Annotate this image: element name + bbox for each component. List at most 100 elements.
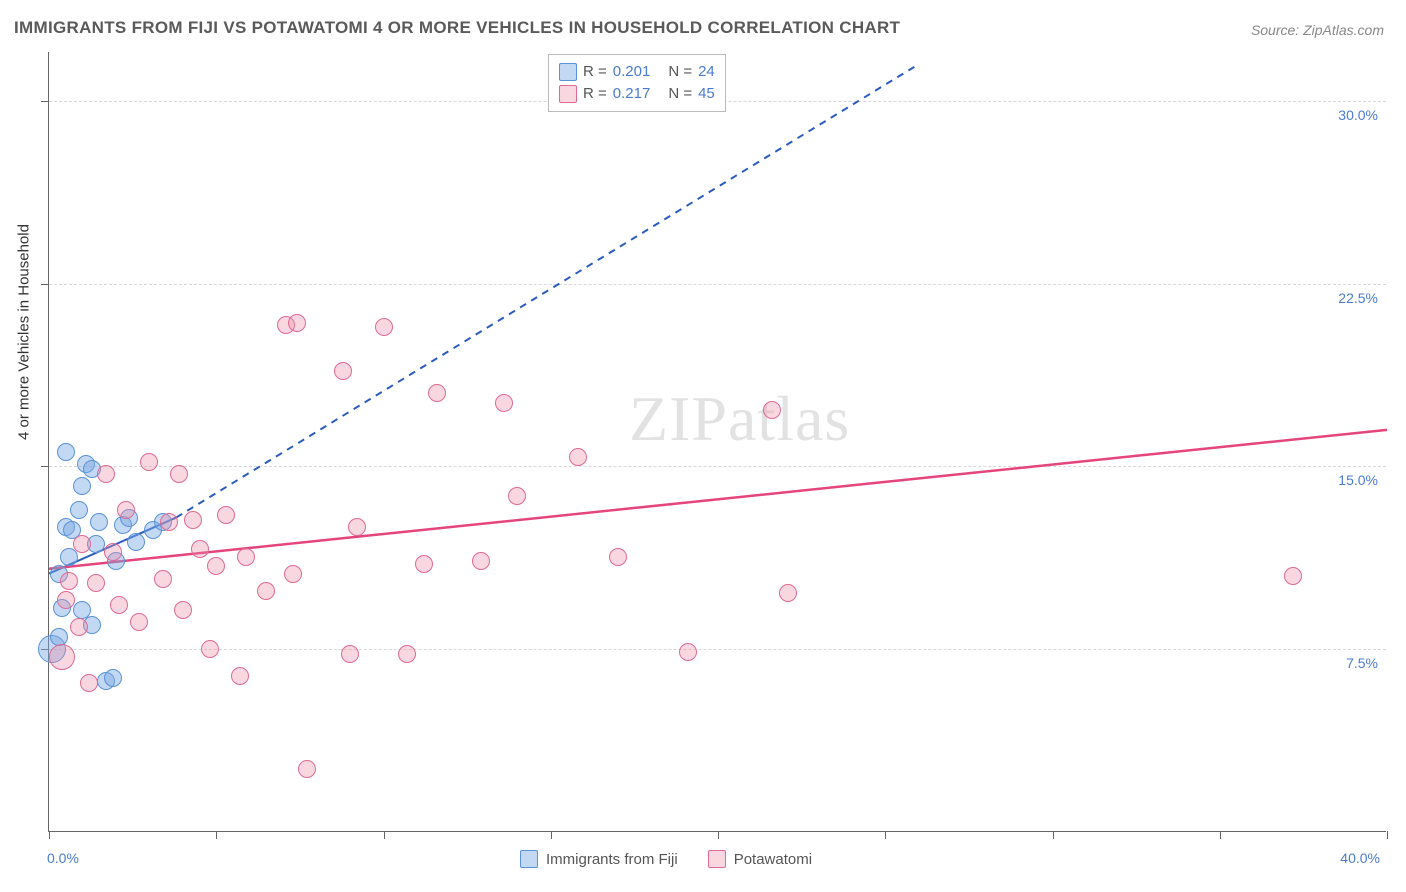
- legend-series: Immigrants from Fiji Potawatomi: [520, 850, 812, 868]
- data-point: [609, 548, 627, 566]
- data-point: [154, 570, 172, 588]
- gridline: [49, 649, 1386, 650]
- data-point: [415, 555, 433, 573]
- data-point: [87, 574, 105, 592]
- gridline: [49, 466, 1386, 467]
- x-tick: [718, 831, 719, 839]
- data-point: [160, 513, 178, 531]
- data-point: [117, 501, 135, 519]
- data-point: [49, 644, 75, 670]
- data-point: [495, 394, 513, 412]
- legend-r-label: R =: [583, 83, 607, 105]
- y-axis-label: 7.5%: [1346, 655, 1378, 671]
- data-point: [90, 513, 108, 531]
- source-prefix: Source:: [1251, 22, 1299, 38]
- data-point: [763, 401, 781, 419]
- legend-swatch: [520, 850, 538, 868]
- x-axis-label: 0.0%: [47, 850, 79, 866]
- data-point: [779, 584, 797, 602]
- data-point: [97, 465, 115, 483]
- y-axis-label: 22.5%: [1338, 290, 1378, 306]
- data-point: [237, 548, 255, 566]
- legend-n-label: N =: [668, 83, 692, 105]
- data-point: [73, 535, 91, 553]
- x-tick: [1387, 831, 1388, 839]
- legend-r-value: 0.217: [613, 83, 651, 105]
- data-point: [57, 591, 75, 609]
- data-point: [70, 501, 88, 519]
- y-tick: [41, 284, 49, 285]
- data-point: [508, 487, 526, 505]
- x-tick: [1053, 831, 1054, 839]
- data-point: [127, 533, 145, 551]
- data-point: [60, 572, 78, 590]
- data-point: [284, 565, 302, 583]
- data-point: [334, 362, 352, 380]
- x-tick: [49, 831, 50, 839]
- data-point: [257, 582, 275, 600]
- data-point: [80, 674, 98, 692]
- data-point: [104, 543, 122, 561]
- legend-swatch: [559, 85, 577, 103]
- data-point: [679, 643, 697, 661]
- x-tick: [551, 831, 552, 839]
- x-tick: [384, 831, 385, 839]
- data-point: [184, 511, 202, 529]
- data-point: [341, 645, 359, 663]
- data-point: [174, 601, 192, 619]
- x-tick: [1220, 831, 1221, 839]
- legend-correlation-box: R = 0.201 N = 24 R = 0.217 N = 45: [548, 54, 726, 112]
- legend-label: Immigrants from Fiji: [546, 851, 678, 868]
- chart-title: IMMIGRANTS FROM FIJI VS POTAWATOMI 4 OR …: [14, 18, 900, 38]
- data-point: [207, 557, 225, 575]
- data-point: [1284, 567, 1302, 585]
- data-point: [428, 384, 446, 402]
- y-axis-label: 15.0%: [1338, 472, 1378, 488]
- data-point: [201, 640, 219, 658]
- legend-r-label: R =: [583, 61, 607, 83]
- data-point: [569, 448, 587, 466]
- data-point: [73, 477, 91, 495]
- data-point: [231, 667, 249, 685]
- legend-n-label: N =: [668, 61, 692, 83]
- data-point: [288, 314, 306, 332]
- data-point: [130, 613, 148, 631]
- legend-n-value: 24: [698, 61, 715, 83]
- legend-swatch: [559, 63, 577, 81]
- x-axis-label: 40.0%: [1340, 850, 1380, 866]
- legend-n-value: 45: [698, 83, 715, 105]
- trend-lines: [49, 52, 1387, 832]
- data-point: [472, 552, 490, 570]
- data-point: [70, 618, 88, 636]
- plot-area: ZIPatlas 7.5%15.0%22.5%30.0%0.0%40.0%: [48, 52, 1386, 832]
- data-point: [398, 645, 416, 663]
- y-axis-title: 4 or more Vehicles in Household: [16, 224, 33, 440]
- source-name: ZipAtlas.com: [1303, 22, 1384, 38]
- data-point: [140, 453, 158, 471]
- source-attribution: Source: ZipAtlas.com: [1251, 22, 1384, 38]
- legend-row: R = 0.201 N = 24: [559, 61, 715, 83]
- legend-item: Potawatomi: [708, 850, 812, 868]
- data-point: [73, 601, 91, 619]
- data-point: [191, 540, 209, 558]
- data-point: [170, 465, 188, 483]
- y-axis-label: 30.0%: [1338, 107, 1378, 123]
- data-point: [104, 669, 122, 687]
- gridline: [49, 284, 1386, 285]
- data-point: [298, 760, 316, 778]
- data-point: [110, 596, 128, 614]
- data-point: [348, 518, 366, 536]
- watermark: ZIPatlas: [629, 382, 850, 456]
- y-tick: [41, 101, 49, 102]
- data-point: [217, 506, 235, 524]
- legend-item: Immigrants from Fiji: [520, 850, 678, 868]
- legend-row: R = 0.217 N = 45: [559, 83, 715, 105]
- data-point: [375, 318, 393, 336]
- data-point: [57, 443, 75, 461]
- legend-swatch: [708, 850, 726, 868]
- legend-label: Potawatomi: [734, 851, 812, 868]
- y-tick: [41, 466, 49, 467]
- legend-r-value: 0.201: [613, 61, 651, 83]
- x-tick: [885, 831, 886, 839]
- x-tick: [216, 831, 217, 839]
